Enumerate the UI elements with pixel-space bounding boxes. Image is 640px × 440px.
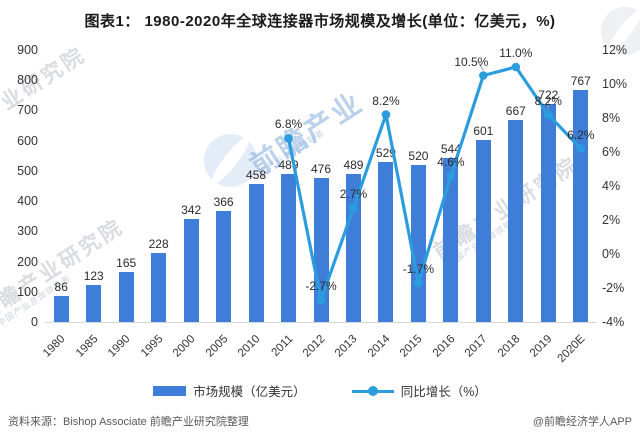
bar xyxy=(475,140,491,322)
bar-value-label: 520 xyxy=(408,148,429,163)
right-axis-tick: 6% xyxy=(602,145,621,159)
right-axis-tick: -4% xyxy=(602,315,625,329)
bar-value-label: 667 xyxy=(505,104,526,119)
right-axis-tick: 0% xyxy=(602,247,621,261)
bar xyxy=(183,218,199,322)
right-axis-tick: 12% xyxy=(602,43,628,57)
left-axis-tick: 200 xyxy=(17,254,38,269)
left-axis-tick: 0 xyxy=(31,315,38,329)
bar xyxy=(248,183,264,322)
legend-item-market-size: 市场规模（亿美元） xyxy=(153,381,306,400)
legend-label: 同比增长（%） xyxy=(400,385,487,399)
bar-value-label: 366 xyxy=(213,195,234,210)
bar-value-label: 489 xyxy=(278,158,299,173)
legend-item-growth: 同比增长（%） xyxy=(351,381,487,400)
left-axis-tick: 900 xyxy=(17,43,38,57)
line-marker xyxy=(479,71,488,80)
bar xyxy=(540,103,556,322)
bar-value-label: 458 xyxy=(246,167,267,182)
bar-value-label: 123 xyxy=(83,268,104,283)
line-marker xyxy=(284,134,293,143)
growth-value-label: 8.2% xyxy=(372,93,400,108)
bar-value-label: 86 xyxy=(54,280,68,294)
bar-value-label: 228 xyxy=(148,237,169,252)
legend: 市场规模（亿美元） 同比增长（%） xyxy=(0,381,640,400)
right-axis-tick: 4% xyxy=(602,179,621,193)
bar-value-label: 489 xyxy=(343,158,364,173)
bar xyxy=(86,284,102,322)
bar xyxy=(313,178,329,322)
left-axis-tick: 700 xyxy=(17,103,38,118)
growth-value-label: 6.2% xyxy=(567,127,595,142)
bar xyxy=(410,164,426,322)
growth-value-label: -1.7% xyxy=(402,261,435,276)
credit-note: @前瞻经济学人APP xyxy=(532,416,632,428)
left-axis-tick: 800 xyxy=(17,73,38,88)
left-axis-tick: 100 xyxy=(17,284,38,299)
left-axis-tick: 400 xyxy=(17,194,38,209)
left-axis-tick: 500 xyxy=(17,163,38,178)
bar xyxy=(216,211,232,322)
growth-value-label: 4.6% xyxy=(437,154,465,169)
line-swatch-icon xyxy=(351,385,394,396)
right-axis-tick: 10% xyxy=(602,77,628,91)
growth-value-label: 10.5% xyxy=(454,54,489,69)
growth-value-label: 11.0% xyxy=(499,46,533,60)
bar-value-label: 165 xyxy=(116,256,137,271)
growth-value-label: 2.7% xyxy=(339,187,368,202)
bar xyxy=(573,90,589,322)
growth-value-label: -2.7% xyxy=(305,278,337,293)
left-axis-tick: 300 xyxy=(17,224,38,239)
bar-value-label: 601 xyxy=(473,124,494,139)
bar xyxy=(151,253,167,322)
bar-value-label: 476 xyxy=(310,162,332,177)
bar xyxy=(281,174,297,322)
growth-value-label: 6.8% xyxy=(274,117,303,132)
right-axis-tick: 8% xyxy=(602,111,621,125)
bar-value-label: 342 xyxy=(181,202,202,217)
source-note: 资料来源：Bishop Associate 前瞻产业研究院整理 xyxy=(8,416,249,428)
chart-title: 图表1： 1980-2020年全球连接器市场规模及增长(单位：亿美元，%) xyxy=(84,13,556,30)
bar xyxy=(53,296,69,322)
bar-swatch-icon xyxy=(153,385,187,396)
bar xyxy=(443,157,459,322)
x-axis-line xyxy=(45,322,597,323)
line-marker xyxy=(511,62,521,72)
bar xyxy=(508,120,524,322)
bar xyxy=(378,162,394,322)
right-axis-tick: 2% xyxy=(602,213,621,227)
bar xyxy=(118,272,134,322)
line-marker xyxy=(381,110,391,119)
growth-value-label: 8.2% xyxy=(534,93,562,108)
legend-label: 市场规模（亿美元） xyxy=(193,385,306,399)
bar-value-label: 767 xyxy=(570,74,591,89)
right-axis-tick: -2% xyxy=(602,281,625,295)
bar-value-label: 544 xyxy=(440,141,461,156)
bar-value-label: 529 xyxy=(375,146,396,161)
left-axis-tick: 600 xyxy=(17,133,38,148)
